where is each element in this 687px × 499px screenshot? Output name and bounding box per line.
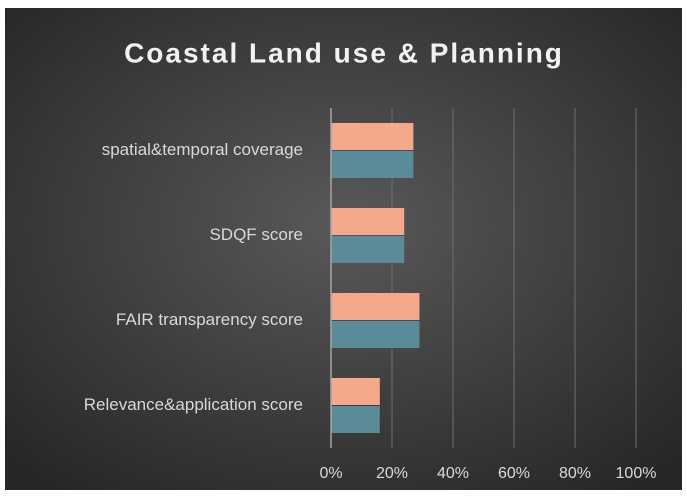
bar [331, 123, 414, 150]
category-label: SDQF score [209, 225, 303, 244]
bar [331, 293, 420, 320]
category-label: FAIR transparency score [116, 310, 303, 329]
chart-title: Coastal Land use & Planning [124, 37, 564, 68]
bar [331, 378, 380, 405]
bar [331, 406, 380, 433]
x-tick-label: 0% [319, 465, 342, 482]
x-tick-label: 20% [376, 465, 408, 482]
bar [331, 208, 405, 235]
x-tick-label: 60% [498, 465, 530, 482]
bar [331, 321, 420, 348]
bar [331, 151, 414, 178]
x-tick-label: 80% [559, 465, 591, 482]
category-label: spatial&temporal coverage [102, 140, 303, 159]
bar [331, 236, 405, 263]
x-tick-label: 100% [616, 465, 657, 482]
category-label: Relevance&application score [84, 395, 303, 414]
x-tick-label: 40% [437, 465, 469, 482]
